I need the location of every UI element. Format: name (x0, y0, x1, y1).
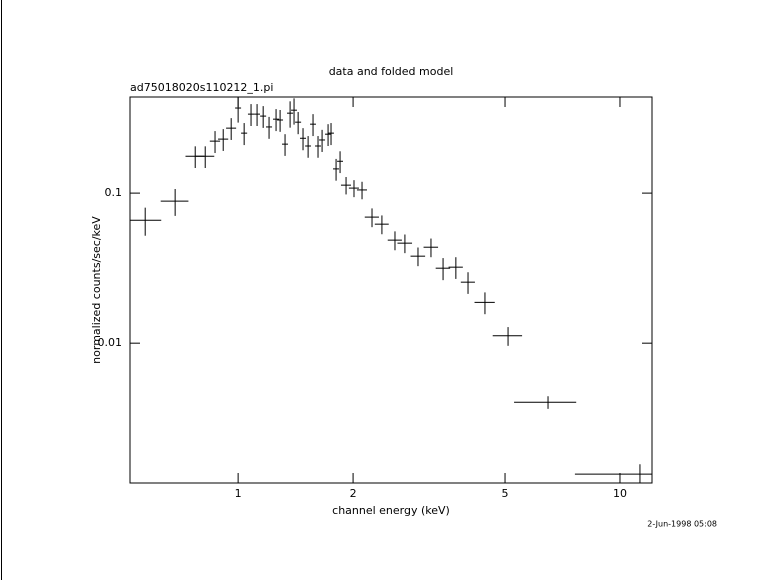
x-tick-label: 1 (235, 487, 242, 500)
x-tick-label: 10 (613, 487, 627, 500)
data-layer (130, 97, 652, 483)
plot-frame (129, 96, 653, 484)
y-tick-label: 0.01 (98, 336, 123, 349)
x-tick-label: 2 (350, 487, 357, 500)
chart-title: data and folded model (329, 65, 454, 78)
y-axis-label: normalized counts/sec/keV (90, 216, 103, 364)
timestamp: 2-Jun-1998 05:08 (647, 520, 717, 529)
x-axis-label: channel energy (keV) (332, 504, 450, 517)
chart-subtitle: ad75018020s110212_1.pi (130, 81, 273, 94)
y-tick-label: 0.1 (105, 186, 123, 199)
x-tick-label: 5 (502, 487, 509, 500)
